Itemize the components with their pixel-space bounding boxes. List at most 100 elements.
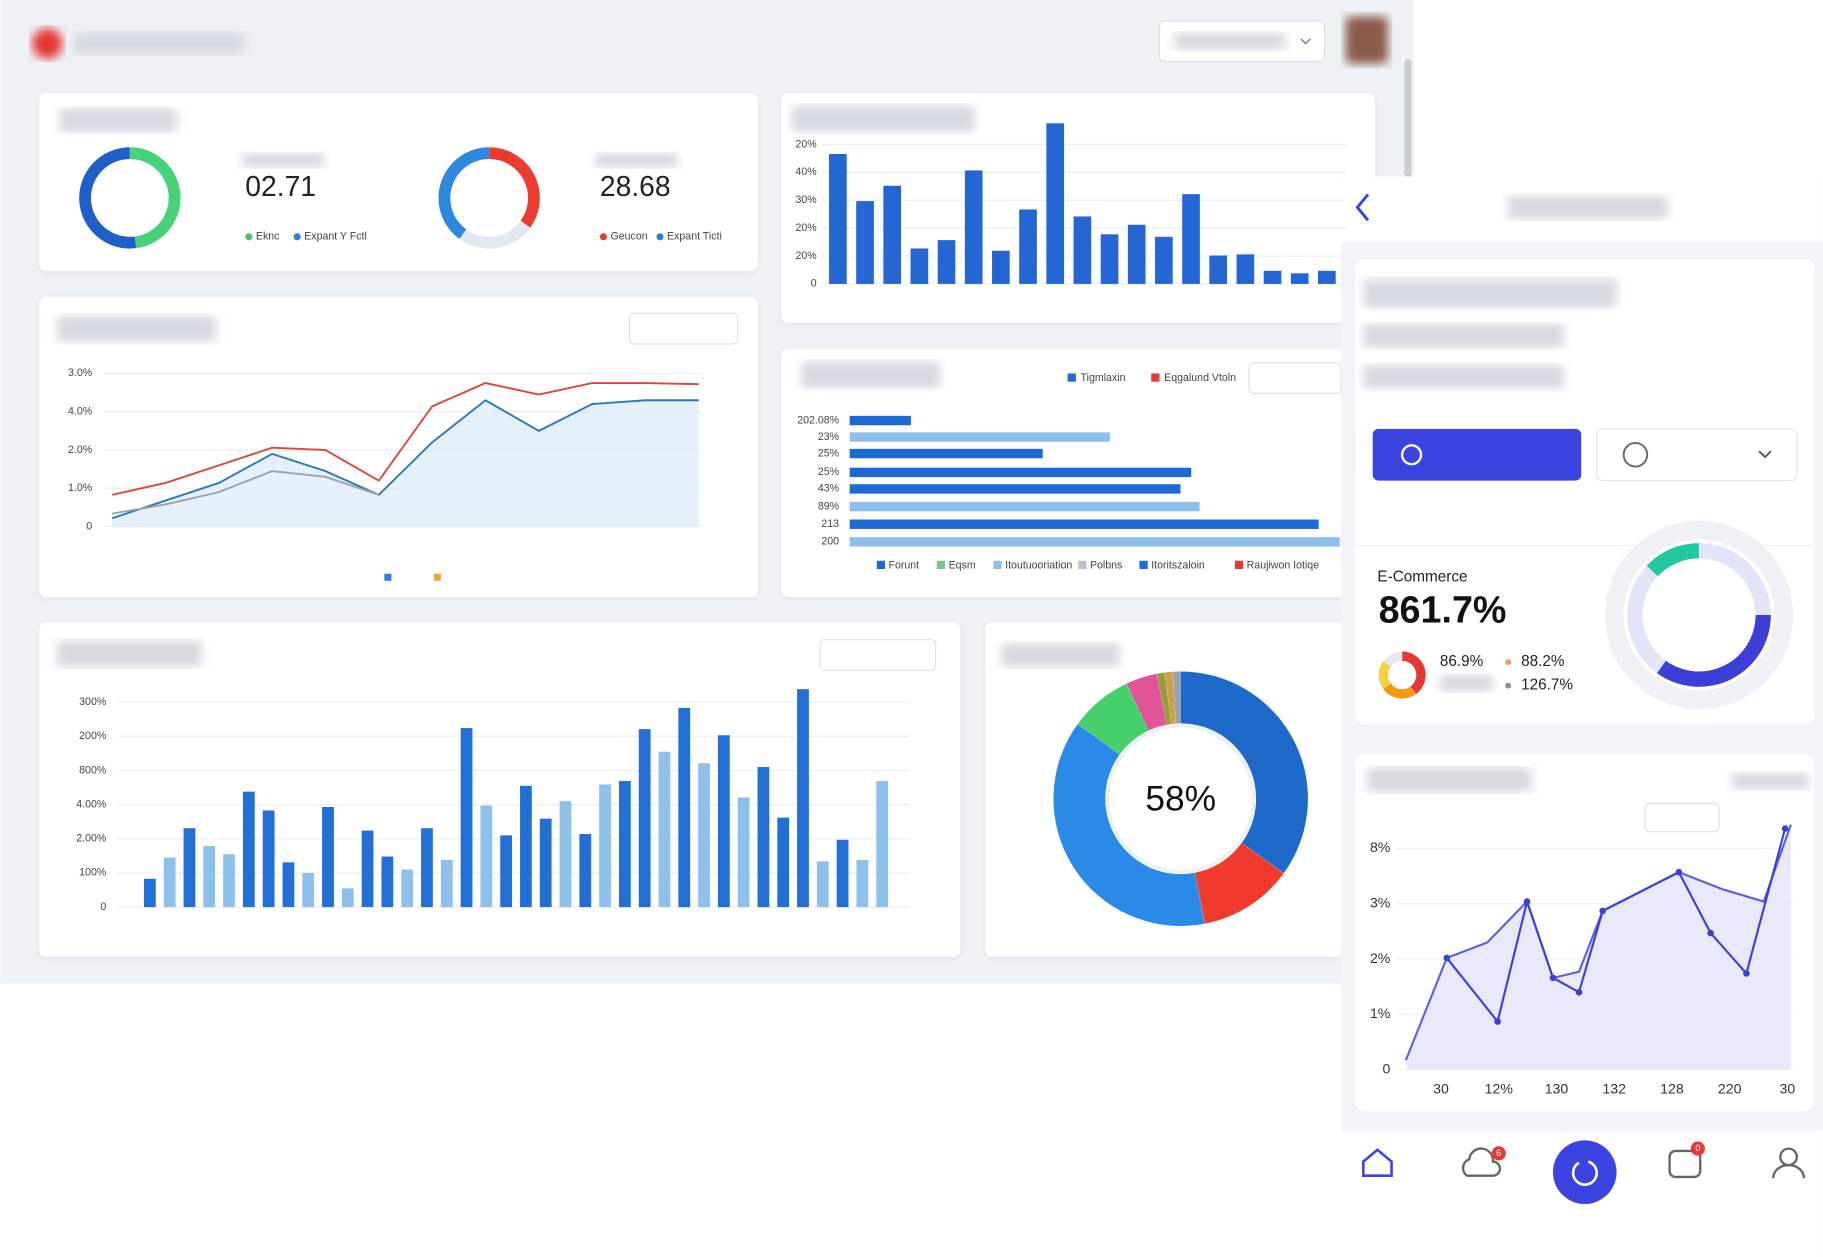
donut-segment xyxy=(1627,565,1666,674)
legend-swatch xyxy=(993,560,1002,570)
x-tick-label: 30 xyxy=(1433,1080,1449,1096)
y-tick-label: 300% xyxy=(79,696,107,708)
select-button[interactable] xyxy=(1595,428,1798,482)
y-tick-label: 3% xyxy=(1370,894,1391,910)
bar xyxy=(1182,194,1200,284)
tooltip xyxy=(1644,802,1720,833)
bar xyxy=(836,839,849,908)
point xyxy=(1675,868,1683,876)
card-title xyxy=(1366,768,1532,792)
donut-segment xyxy=(1164,671,1176,724)
nav-alerts[interactable] xyxy=(1461,1147,1502,1177)
bar xyxy=(777,817,790,908)
donut-center: 58% xyxy=(1145,779,1216,818)
legend-swatch xyxy=(599,233,607,241)
bar xyxy=(856,201,874,284)
bar xyxy=(1019,209,1037,284)
legend-label: Forunt xyxy=(889,559,920,571)
gauge-track xyxy=(1604,520,1794,710)
nav-messages[interactable] xyxy=(1668,1149,1702,1179)
legend-swatch xyxy=(936,560,946,570)
primary-button[interactable] xyxy=(1372,428,1582,481)
stat-value: 86.9% xyxy=(1440,653,1484,670)
donut-segment xyxy=(1656,614,1771,687)
legend-label: Polbns xyxy=(1090,559,1122,571)
point xyxy=(1494,1018,1501,1025)
bar xyxy=(599,784,611,908)
bar xyxy=(992,250,1010,284)
bar xyxy=(223,854,235,908)
bar xyxy=(1209,255,1228,284)
donut-segment xyxy=(1156,672,1172,725)
nav-main[interactable] xyxy=(1552,1140,1617,1204)
dropdown[interactable] xyxy=(819,639,937,671)
point xyxy=(1707,929,1714,937)
bar xyxy=(1318,270,1336,284)
bar xyxy=(421,828,433,908)
legend-swatch xyxy=(1078,560,1087,570)
bar xyxy=(849,537,1340,547)
badge-count: 6 xyxy=(1496,1147,1501,1158)
bar xyxy=(910,248,929,284)
nav-home[interactable] xyxy=(1361,1148,1393,1178)
legend-label: Tigmlaxin xyxy=(1081,372,1126,384)
donut-segment xyxy=(1402,651,1426,695)
point xyxy=(1599,907,1606,915)
legend-label: Expant Y Fctl xyxy=(304,231,367,243)
donut-segment xyxy=(438,147,490,239)
dropdown[interactable] xyxy=(628,312,739,345)
legend-label: Expant Ticti xyxy=(667,231,722,243)
avatar[interactable] xyxy=(1345,16,1389,64)
bar xyxy=(698,763,710,908)
bar xyxy=(829,153,847,284)
y-tick-label: 1.0% xyxy=(68,482,93,494)
stat-label xyxy=(1439,675,1493,692)
badge xyxy=(1690,1141,1705,1156)
x-tick-label: 128 xyxy=(1660,1080,1684,1096)
bar xyxy=(658,751,671,908)
bar xyxy=(1236,254,1255,284)
stat-value: 88.2% xyxy=(1521,653,1565,670)
point xyxy=(1549,974,1557,982)
legend-swatch xyxy=(876,560,885,570)
legend-label: Eqgalund Vtoln xyxy=(1164,372,1236,384)
bar xyxy=(856,859,869,908)
legend-label: Itoutuooriation xyxy=(1005,559,1072,571)
bar xyxy=(757,767,770,908)
point xyxy=(1743,970,1750,977)
bar xyxy=(163,857,176,908)
legend-swatch xyxy=(1067,373,1076,382)
donut-segment xyxy=(79,147,137,249)
bar xyxy=(341,888,354,908)
kpi-label xyxy=(595,153,678,168)
bar xyxy=(1155,236,1173,284)
bar xyxy=(883,185,902,284)
point xyxy=(1781,825,1789,832)
bar xyxy=(381,856,394,908)
bar xyxy=(737,797,750,908)
bar xyxy=(618,781,631,908)
category-label: 202.08% xyxy=(797,414,839,426)
card-title xyxy=(801,361,941,388)
bar xyxy=(262,810,275,908)
dropdown-text xyxy=(1173,32,1286,50)
legend-swatch xyxy=(384,573,392,581)
y-tick-label: 4.00% xyxy=(76,798,107,810)
x-tick-label: 220 xyxy=(1718,1080,1742,1096)
donut-segment xyxy=(129,147,181,249)
y-tick-label: 2.0% xyxy=(68,444,93,456)
mobile-title xyxy=(1508,195,1668,220)
dropdown[interactable] xyxy=(1248,362,1342,395)
bar xyxy=(322,807,334,908)
bar xyxy=(849,432,1110,442)
back-button[interactable] xyxy=(1355,193,1370,222)
y-tick-label: 3.0% xyxy=(68,367,93,379)
bar xyxy=(849,448,1043,459)
y-tick-label: 8% xyxy=(1370,839,1391,855)
area xyxy=(112,400,699,527)
x-tick-label: 12% xyxy=(1485,1080,1514,1096)
nav-main-icon xyxy=(1571,1160,1598,1186)
legend-swatch xyxy=(433,573,441,581)
bar xyxy=(1046,123,1065,284)
